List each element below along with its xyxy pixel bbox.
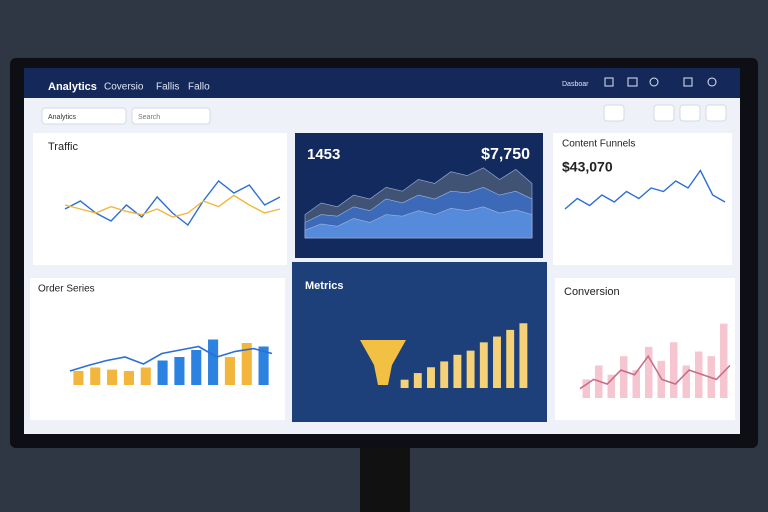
icon[interactable] [604,77,614,87]
kpi-value: 1453 [307,146,340,163]
toolbar-buttons [603,104,727,122]
panel-title: Metrics [305,280,344,292]
toolbar-button[interactable] [653,104,675,122]
bar [157,360,168,385]
bar [123,371,134,385]
panel [292,262,547,422]
bar [241,343,252,385]
bar [695,351,703,398]
nav-item[interactable]: Fallo [188,82,210,93]
icon[interactable] [683,77,693,87]
panel-title: Order Series [38,284,95,295]
panel-title: Content Funnels [562,139,635,150]
bar [632,370,640,398]
panel-title: Conversion [564,286,620,298]
bar [140,367,151,385]
toolbar-button[interactable] [603,104,625,122]
nav-item[interactable]: Analytics [48,81,97,93]
bar [90,367,101,385]
icon[interactable] [627,77,638,87]
panel [553,133,732,265]
bar [224,357,235,385]
bar [453,354,462,388]
icon[interactable] [649,77,659,87]
bar [258,346,269,385]
search-box[interactable] [131,107,211,125]
bar [427,367,435,388]
toolbar-button[interactable] [679,104,701,122]
bar [720,323,728,398]
toolbar-button[interactable] [705,104,727,122]
bar [493,336,501,388]
kpi-value: $43,070 [562,159,613,175]
data-line [69,345,273,372]
funnel-icon [360,340,406,385]
bar [440,361,449,388]
bar [645,346,653,398]
data-line [64,180,281,227]
dropdown-label: Analytics [48,114,77,121]
data-line [64,194,281,218]
bar [174,357,185,385]
search-placeholder: Search [138,114,160,121]
dropdown[interactable] [41,107,127,125]
bar [682,365,690,398]
bar [73,371,84,385]
bar [466,350,475,388]
bar [413,373,422,388]
top-bar [24,68,740,98]
header-link[interactable]: Dasboar [562,81,589,88]
bar [208,339,219,385]
data-line [579,354,731,390]
nav-item[interactable]: Fallis [156,82,179,93]
bar [191,350,202,385]
panel-title: Traffic [48,141,78,153]
bar [519,323,528,388]
bar [670,342,678,398]
kpi-value: $7,750 [481,146,530,163]
bar [620,356,628,398]
bar [582,379,590,398]
bar [607,374,615,398]
monitor-stand [360,440,410,512]
nav-item[interactable]: Coversio [104,82,144,93]
icon[interactable] [707,77,717,87]
bar [506,329,515,388]
bar [479,342,488,388]
bar [400,379,409,388]
bar [107,369,118,385]
data-area [304,206,533,239]
header-icons [604,77,717,87]
data-line [564,169,726,210]
